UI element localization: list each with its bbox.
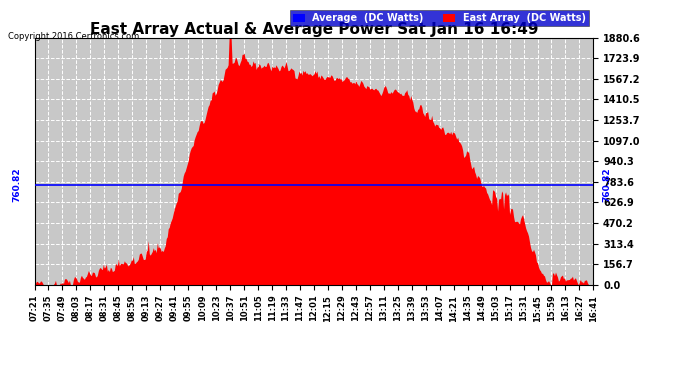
Title: East Array Actual & Average Power Sat Jan 16 16:49: East Array Actual & Average Power Sat Ja… bbox=[90, 22, 538, 38]
Text: Copyright 2016 Certronics.com: Copyright 2016 Certronics.com bbox=[8, 32, 139, 41]
Text: 760.82: 760.82 bbox=[602, 168, 611, 202]
Legend: Average  (DC Watts), East Array  (DC Watts): Average (DC Watts), East Array (DC Watts… bbox=[290, 10, 589, 26]
Text: 760.82: 760.82 bbox=[12, 168, 21, 202]
